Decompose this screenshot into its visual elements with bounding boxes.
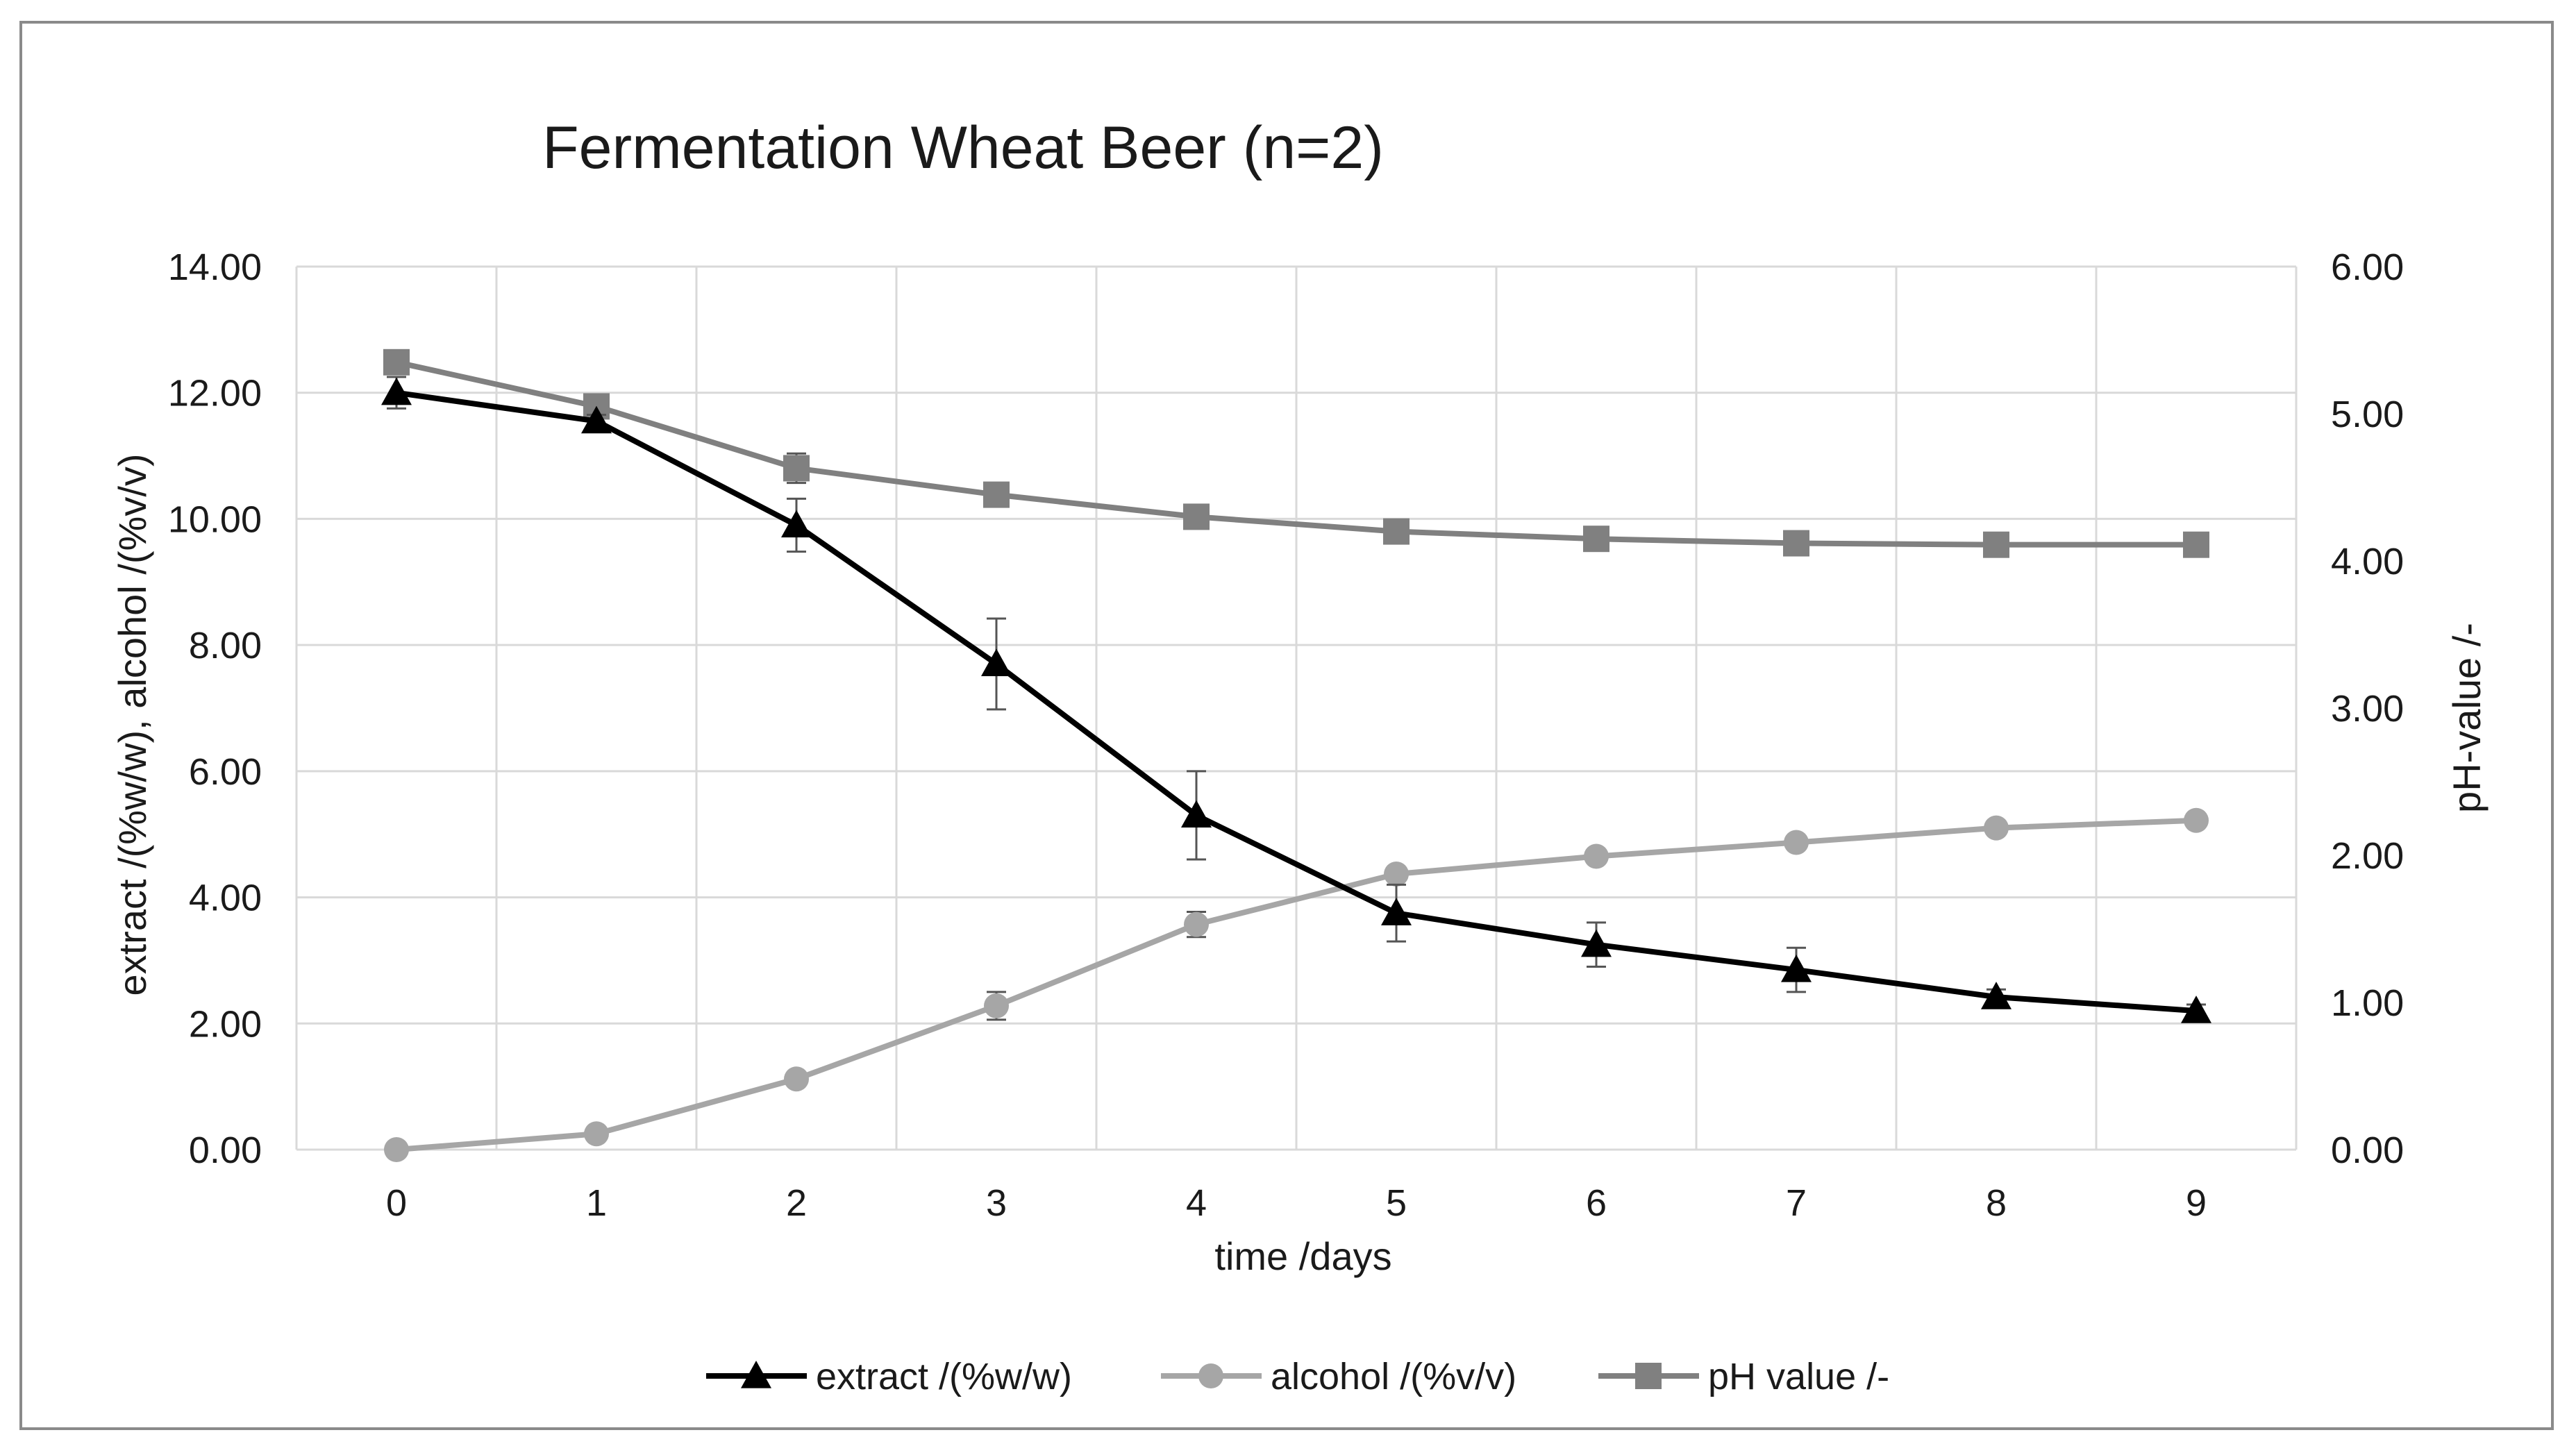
series-line-extract <box>396 389 2197 1014</box>
x-tick-label: 1 <box>586 1182 607 1224</box>
series-alcohol <box>384 807 2209 1162</box>
legend-label: extract /(%w/w) <box>816 1356 1072 1397</box>
y-tick-label: 0.00 <box>189 1129 262 1171</box>
data-point-alcohol <box>1584 843 1609 869</box>
y2-axis-title: pH-value /- <box>2445 623 2489 813</box>
data-point-ph <box>1783 530 1809 557</box>
y-tick-label: 4.00 <box>189 877 262 919</box>
axis-layer: 0.002.004.006.008.0010.0012.0014.000.001… <box>168 246 2404 1224</box>
y-axis-title: extract /(%w/w), alcohol /(%v/v) <box>110 453 154 996</box>
series-extract <box>381 376 2211 1023</box>
data-point-alcohol <box>384 1137 409 1162</box>
y2-tick-label: 1.00 <box>2331 982 2404 1024</box>
chart-frame: 0.00 2.00 4.00 6.00 8.00 10.00 12.00 14.00 0.00 1… <box>19 21 2554 1430</box>
legend: extract /(%w/w) alcohol /(%v/v) pH value /… <box>706 1356 1889 1397</box>
x-axis-title: time /days <box>1214 1234 1391 1278</box>
legend-marker-alcohol <box>1198 1363 1223 1388</box>
data-point-extract <box>781 510 812 538</box>
data-point-alcohol <box>584 1121 609 1147</box>
data-point-extract <box>1581 929 1612 957</box>
data-point-alcohol <box>1984 815 2009 841</box>
series-ph <box>383 348 2209 558</box>
grid-layer <box>295 265 2298 1151</box>
data-point-extract <box>1381 898 1412 925</box>
data-point-ph <box>1983 531 2009 558</box>
legend-item-alcohol: alcohol /(%v/v) <box>1161 1356 1516 1397</box>
x-tick-label: 2 <box>786 1182 807 1224</box>
data-point-ph <box>1183 503 1210 530</box>
legend-item-extract: extract /(%w/w) <box>706 1356 1072 1397</box>
data-point-alcohol <box>784 1066 809 1092</box>
legend-label: pH value /- <box>1708 1356 1889 1397</box>
data-point-ph <box>783 455 810 482</box>
x-tick-label: 4 <box>1186 1182 1207 1224</box>
data-point-alcohol <box>1384 861 1409 887</box>
x-tick-label: 0 <box>386 1182 407 1224</box>
legend-marker-extract <box>741 1361 771 1388</box>
chart-svg: 0.002.004.006.008.0010.0012.0014.000.001… <box>110 115 2489 1397</box>
y-tick-label: 10.00 <box>168 498 262 540</box>
data-point-extract <box>581 405 612 434</box>
x-tick-label: 7 <box>1786 1182 1807 1224</box>
y2-tick-label: 2.00 <box>2331 835 2404 877</box>
y-tick-label: 12.00 <box>168 373 262 414</box>
y-tick-label: 8.00 <box>189 625 262 666</box>
data-point-ph <box>2183 531 2209 558</box>
x-tick-label: 5 <box>1386 1182 1407 1224</box>
data-point-extract <box>381 377 412 405</box>
data-point-alcohol <box>1184 912 1209 937</box>
data-point-ph <box>1383 518 1410 545</box>
y2-tick-label: 3.00 <box>2331 688 2404 730</box>
y-tick-label: 14.00 <box>168 246 262 288</box>
data-point-ph <box>983 481 1010 508</box>
x-tick-label: 3 <box>986 1182 1007 1224</box>
series-layer <box>381 348 2211 1162</box>
y2-tick-label: 5.00 <box>2331 394 2404 435</box>
y-tick-label: 2.00 <box>189 1003 262 1045</box>
data-point-extract <box>2181 996 2211 1023</box>
data-point-alcohol <box>984 993 1009 1018</box>
y2-tick-label: 0.00 <box>2331 1129 2404 1171</box>
data-point-extract <box>1181 800 1212 828</box>
y2-tick-label: 4.00 <box>2331 541 2404 582</box>
series-line-ph <box>396 359 2196 548</box>
data-point-extract <box>1981 982 2012 1009</box>
legend-item-ph: pH value /- <box>1598 1356 1889 1397</box>
data-point-alcohol <box>1784 830 1809 855</box>
data-point-ph <box>1583 526 1609 553</box>
y2-tick-label: 6.00 <box>2331 246 2404 288</box>
data-point-extract <box>1781 955 1812 982</box>
data-point-ph <box>383 348 410 376</box>
legend-label: alcohol /(%v/v) <box>1271 1356 1516 1397</box>
x-tick-label: 8 <box>1986 1182 2007 1224</box>
series-line-alcohol <box>396 817 2197 1152</box>
legend-marker-ph <box>1635 1363 1662 1389</box>
chart-title: Fermentation Wheat Beer (n=2) <box>542 115 1384 181</box>
x-tick-label: 9 <box>2186 1182 2207 1224</box>
data-point-alcohol <box>2184 807 2209 833</box>
data-point-extract <box>981 648 1012 676</box>
x-tick-label: 6 <box>1586 1182 1607 1224</box>
y-tick-label: 6.00 <box>189 751 262 793</box>
